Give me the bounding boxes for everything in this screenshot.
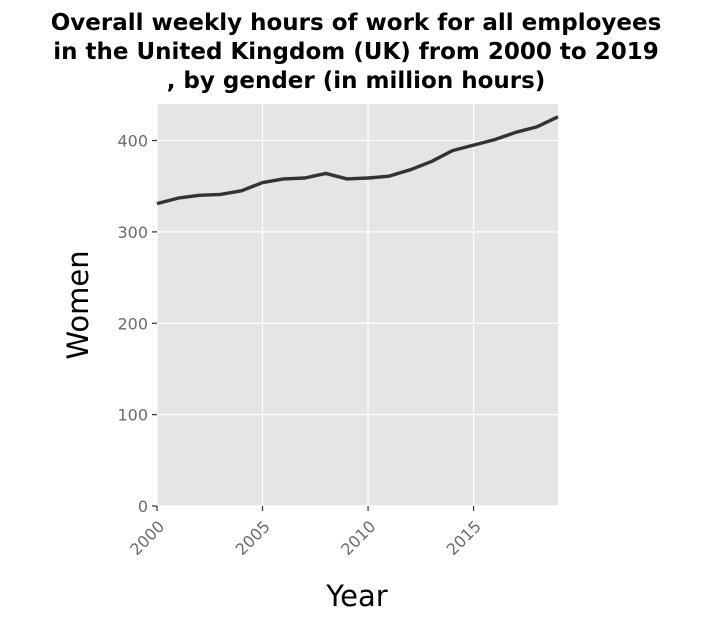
gridlines [156,104,558,507]
x-axis-title: Year [325,579,387,613]
chart-title: Overall weekly hours of work for all emp… [51,10,662,94]
y-tick-label: 400 [117,132,148,151]
y-axis-title: Women [61,250,95,359]
x-axis: 2000 2005 2010 2015 [126,506,485,559]
x-tick-label: 2015 [443,517,485,559]
plot-panel [157,104,558,506]
series-line [156,115,559,206]
y-tick-label: 100 [117,406,148,425]
y-tick-label: 0 [138,497,148,516]
x-tick-label: 2010 [337,517,379,559]
y-tick-label: 200 [117,314,148,333]
x-tick-label: 2000 [126,517,168,559]
title-line-2: in the United Kingdom (UK) from 2000 to … [53,39,659,65]
title-line-1: Overall weekly hours of work for all emp… [51,10,662,36]
y-tick-label: 300 [117,223,148,242]
y-axis: 0 100 200 300 400 [117,132,157,516]
title-line-3: , by gender (in million hours) [167,68,546,94]
x-tick-label: 2005 [232,517,274,559]
series-group [156,115,559,206]
